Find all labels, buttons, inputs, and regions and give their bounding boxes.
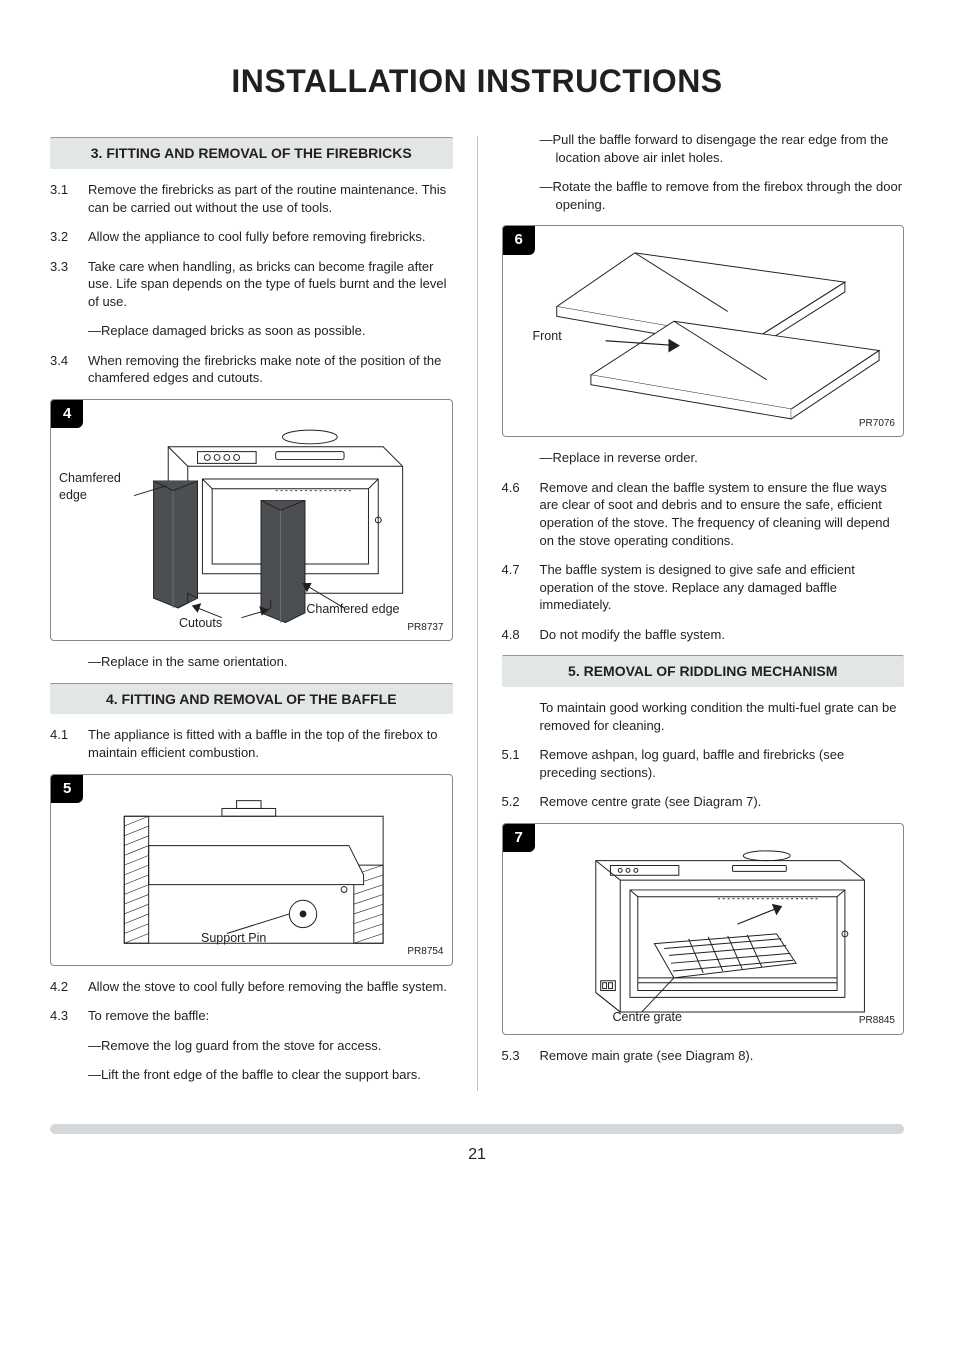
content-columns: 3. FITTING AND REMOVAL OF THE FIREBRICKS… bbox=[50, 131, 904, 1096]
item-number: 3.3 bbox=[50, 258, 88, 311]
list-item: 3.2 Allow the appliance to cool fully be… bbox=[50, 228, 453, 246]
item-number: 5.2 bbox=[502, 793, 540, 811]
figure-id: PR8737 bbox=[407, 621, 443, 635]
figure-7-svg bbox=[503, 824, 904, 1034]
sub-item: —Pull the baffle forward to disengage th… bbox=[540, 131, 905, 166]
item-text: Remove ashpan, log guard, baffle and fir… bbox=[540, 746, 905, 781]
item-text: Allow the appliance to cool fully before… bbox=[88, 228, 453, 246]
list-item: 4.2 Allow the stove to cool fully before… bbox=[50, 978, 453, 996]
item-text: The appliance is fitted with a baffle in… bbox=[88, 726, 453, 761]
section-5-heading: 5. REMOVAL OF RIDDLING MECHANISM bbox=[502, 655, 905, 687]
sub-item: —Rotate the baffle to remove from the fi… bbox=[540, 178, 905, 213]
item-number: 4.3 bbox=[50, 1007, 88, 1025]
item-text: Remove main grate (see Diagram 8). bbox=[540, 1047, 905, 1065]
right-column: —Pull the baffle forward to disengage th… bbox=[502, 131, 905, 1096]
item-text: The baffle system is designed to give sa… bbox=[540, 561, 905, 614]
list-item: 4.3 To remove the baffle: bbox=[50, 1007, 453, 1025]
item-number: 5.3 bbox=[502, 1047, 540, 1065]
item-number: 5.1 bbox=[502, 746, 540, 781]
sub-item: —Lift the front edge of the baffle to cl… bbox=[88, 1066, 453, 1084]
item-text: To maintain good working condition the m… bbox=[540, 699, 905, 734]
left-column: 3. FITTING AND REMOVAL OF THE FIREBRICKS… bbox=[50, 131, 453, 1096]
item-number: 4.7 bbox=[502, 561, 540, 614]
figure-5: 5 bbox=[50, 774, 453, 966]
figure-id: PR8845 bbox=[859, 1014, 895, 1028]
figure-label: Centre grate bbox=[613, 1009, 682, 1026]
sub-item: —Remove the log guard from the stove for… bbox=[88, 1037, 453, 1055]
item-number: 4.8 bbox=[502, 626, 540, 644]
list-item: 5.2 Remove centre grate (see Diagram 7). bbox=[502, 793, 905, 811]
list-item: 3.4 When removing the firebricks make no… bbox=[50, 352, 453, 387]
figure-label: Cutouts bbox=[179, 615, 222, 632]
item-number: 3.1 bbox=[50, 181, 88, 216]
figure-label: Chamfered edge bbox=[59, 470, 129, 504]
section-4-heading: 4. FITTING AND REMOVAL OF THE BAFFLE bbox=[50, 683, 453, 715]
list-item: 5.1 Remove ashpan, log guard, baffle and… bbox=[502, 746, 905, 781]
list-item: 4.7 The baffle system is designed to giv… bbox=[502, 561, 905, 614]
item-text: Remove and clean the baffle system to en… bbox=[540, 479, 905, 549]
sub-item: —Replace in the same orientation. bbox=[88, 653, 453, 671]
page-number: 21 bbox=[50, 1144, 904, 1166]
item-number: 4.1 bbox=[50, 726, 88, 761]
item-text: Remove centre grate (see Diagram 7). bbox=[540, 793, 905, 811]
section-3-heading: 3. FITTING AND REMOVAL OF THE FIREBRICKS bbox=[50, 137, 453, 169]
footer-bar bbox=[50, 1124, 904, 1134]
figure-label: Front bbox=[533, 328, 562, 345]
sub-item: —Replace in reverse order. bbox=[540, 449, 905, 467]
list-item: 3.3 Take care when handling, as bricks c… bbox=[50, 258, 453, 311]
page-title: INSTALLATION INSTRUCTIONS bbox=[50, 60, 904, 103]
figure-id: PR7076 bbox=[859, 417, 895, 431]
intro-text: To maintain good working condition the m… bbox=[502, 699, 905, 734]
figure-label: Support Pin bbox=[201, 930, 266, 947]
item-number: 3.4 bbox=[50, 352, 88, 387]
item-text: When removing the firebricks make note o… bbox=[88, 352, 453, 387]
list-item: 4.6 Remove and clean the baffle system t… bbox=[502, 479, 905, 549]
figure-6: 6 bbox=[502, 225, 905, 437]
list-item: 4.1 The appliance is fitted with a baffl… bbox=[50, 726, 453, 761]
sub-item: —Replace damaged bricks as soon as possi… bbox=[88, 322, 453, 340]
item-text: Remove the firebricks as part of the rou… bbox=[88, 181, 453, 216]
column-divider bbox=[477, 136, 478, 1091]
item-number: 4.6 bbox=[502, 479, 540, 549]
figure-4: 4 bbox=[50, 399, 453, 641]
list-item: 3.1 Remove the firebricks as part of the… bbox=[50, 181, 453, 216]
item-text: Take care when handling, as bricks can b… bbox=[88, 258, 453, 311]
item-text: Do not modify the baffle system. bbox=[540, 626, 905, 644]
item-number: 4.2 bbox=[50, 978, 88, 996]
item-number: 3.2 bbox=[50, 228, 88, 246]
list-item: 4.8 Do not modify the baffle system. bbox=[502, 626, 905, 644]
figure-label: Chamfered edge bbox=[306, 601, 399, 618]
figure-6-svg bbox=[503, 226, 904, 436]
figure-7: 7 bbox=[502, 823, 905, 1035]
list-item: 5.3 Remove main grate (see Diagram 8). bbox=[502, 1047, 905, 1065]
item-text: Allow the stove to cool fully before rem… bbox=[88, 978, 453, 996]
item-text: To remove the baffle: bbox=[88, 1007, 453, 1025]
figure-id: PR8754 bbox=[407, 945, 443, 959]
